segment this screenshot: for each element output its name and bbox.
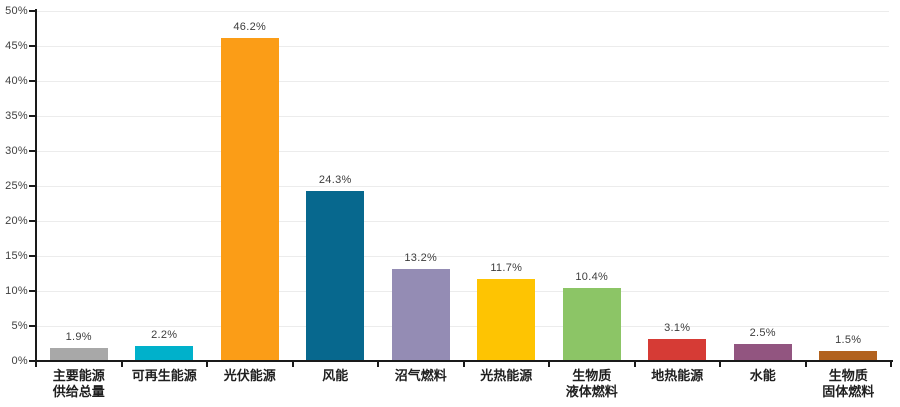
bar-可再生能源 — [135, 345, 194, 361]
gridline — [36, 326, 889, 327]
y-axis-tick — [29, 255, 35, 257]
gridline — [36, 291, 889, 292]
y-tick-label: 35% — [5, 110, 28, 122]
y-axis-tick — [29, 185, 35, 187]
gridline — [36, 151, 889, 152]
x-category-label: 地热能源 — [651, 368, 704, 383]
x-axis-tick — [890, 362, 892, 367]
gridline — [36, 186, 889, 187]
x-category-label: 光伏能源 — [223, 368, 276, 383]
bar-地热能源 — [648, 339, 707, 361]
x-category-label: 光热能源 — [480, 368, 533, 383]
x-axis-line — [35, 360, 893, 362]
x-category-label: 风能 — [322, 368, 349, 383]
y-axis-line — [35, 9, 37, 362]
gridline — [36, 256, 889, 257]
gridline — [36, 221, 889, 222]
gridline — [36, 81, 889, 82]
bar-生物质液体燃料 — [562, 288, 621, 361]
y-tick-label: 45% — [5, 40, 28, 52]
y-axis-tick — [29, 290, 35, 292]
bar-value-label: 24.3% — [318, 173, 352, 186]
y-axis-tick — [29, 220, 35, 222]
y-tick-label: 15% — [5, 250, 28, 262]
y-axis-tick — [29, 10, 35, 12]
x-category-label: 水能 — [749, 368, 776, 383]
x-axis-tick — [633, 362, 636, 367]
bar-光伏能源 — [220, 37, 279, 361]
x-category-label: 生物质 液体燃料 — [565, 368, 618, 399]
y-tick-label: 50% — [5, 5, 28, 17]
bar-沼气燃料 — [391, 268, 450, 361]
bar-value-label: 3.1% — [664, 322, 691, 335]
bar-水能 — [733, 343, 792, 361]
x-axis-tick — [120, 362, 123, 367]
y-axis-tick — [29, 45, 35, 47]
y-tick-label: 5% — [11, 320, 28, 332]
x-axis-tick — [291, 362, 294, 367]
x-axis-tick — [462, 362, 465, 367]
bar-value-label: 1.5% — [835, 333, 862, 346]
bar-生物质固体燃料 — [819, 350, 878, 361]
gridline — [36, 11, 889, 12]
x-category-label: 沼气燃料 — [394, 368, 447, 383]
bar-value-label: 2.5% — [749, 326, 776, 339]
y-tick-label: 30% — [5, 145, 28, 157]
bar-value-label: 13.2% — [404, 251, 438, 264]
x-category-label: 可再生能源 — [131, 368, 197, 383]
x-category-label: 生物质 固体燃料 — [822, 368, 875, 399]
x-axis-tick — [719, 362, 721, 367]
y-tick-label: 20% — [5, 215, 28, 227]
bar-value-label: 10.4% — [575, 271, 609, 284]
x-axis-tick — [804, 362, 807, 367]
y-axis-tick — [29, 325, 35, 327]
x-axis-tick — [548, 362, 550, 367]
x-category-label: 主要能源 供给总量 — [52, 368, 105, 399]
bar-value-label: 46.2% — [233, 20, 267, 33]
bar-主要能源供给总量 — [49, 347, 108, 361]
bar-value-label: 2.2% — [151, 328, 178, 341]
gridline — [36, 116, 889, 117]
gridline — [36, 46, 889, 47]
y-axis-tick — [29, 360, 35, 362]
y-axis-tick — [29, 115, 35, 117]
bar-value-label: 11.7% — [490, 262, 523, 275]
bar-value-label: 1.9% — [65, 330, 92, 343]
y-axis-tick — [29, 150, 35, 152]
x-axis-tick — [377, 362, 379, 367]
bar-风能 — [306, 190, 365, 361]
bar-光热能源 — [477, 279, 536, 361]
x-axis-tick — [206, 362, 208, 367]
y-tick-label: 40% — [5, 75, 28, 87]
y-tick-label: 10% — [5, 285, 28, 297]
y-tick-label: 25% — [5, 180, 28, 192]
y-tick-label: 0% — [11, 355, 28, 367]
y-axis-tick — [29, 80, 35, 82]
x-axis-tick — [35, 362, 37, 367]
